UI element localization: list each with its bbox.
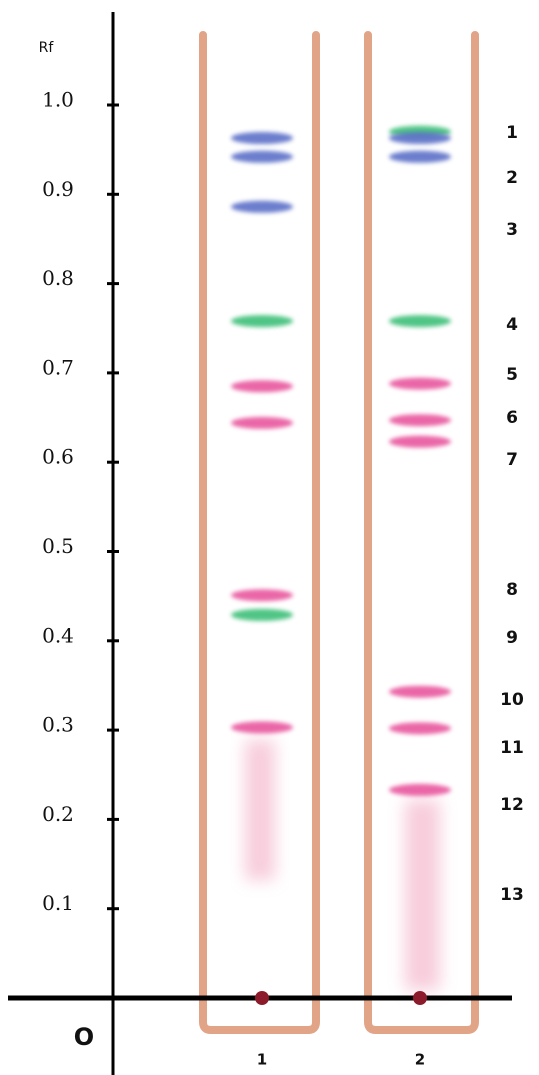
smear <box>245 740 275 880</box>
spot <box>231 150 293 163</box>
spot <box>389 783 451 796</box>
y-tick-label: 0.9 <box>42 177 74 201</box>
spot-label: 2 <box>506 168 518 188</box>
y-tick-label: 0.6 <box>42 445 74 469</box>
spot-label: 7 <box>506 450 518 470</box>
spot <box>389 685 451 698</box>
spot <box>231 721 293 734</box>
spot <box>389 435 451 448</box>
y-tick-label: 0.7 <box>42 355 74 379</box>
spot-label: 8 <box>506 580 518 600</box>
spot-label: 3 <box>506 220 518 240</box>
spot-label: 4 <box>506 315 518 335</box>
spot <box>231 416 293 429</box>
lane-label: 1 <box>257 1051 267 1069</box>
spot <box>231 315 293 328</box>
y-tick-label: 0.1 <box>42 891 74 915</box>
spot <box>389 722 451 735</box>
spot-label: 1 <box>506 123 518 143</box>
origin-spot <box>413 991 427 1005</box>
spot <box>389 377 451 390</box>
spot <box>389 150 451 163</box>
spot <box>389 414 451 427</box>
spot-label: 13 <box>500 885 524 905</box>
spot <box>389 132 451 145</box>
y-tick-label: 0.4 <box>42 623 74 647</box>
spot-label: 10 <box>500 690 524 710</box>
lane-tube <box>364 31 479 1034</box>
axis-label: Rf <box>39 40 55 56</box>
spot <box>389 315 451 328</box>
y-tick-label: 1.0 <box>42 88 74 112</box>
spot-label: 11 <box>500 738 524 758</box>
y-tick-label: 0.3 <box>42 713 74 737</box>
spot <box>231 200 293 213</box>
origin-spot <box>255 991 269 1005</box>
y-tick-label: 0.2 <box>42 802 74 826</box>
spot <box>231 132 293 145</box>
y-tick-label: 0.5 <box>42 534 74 558</box>
spot <box>231 380 293 393</box>
spot <box>231 608 293 621</box>
spot-label: 12 <box>500 795 524 815</box>
y-tick-label: 0.8 <box>42 266 74 290</box>
lane-tube <box>199 31 320 1034</box>
spot <box>231 589 293 602</box>
spot-label: 9 <box>506 628 518 648</box>
smear <box>405 800 440 990</box>
spot-label: 5 <box>506 365 518 385</box>
lane-label: 2 <box>415 1051 425 1069</box>
origin-label: O <box>74 1023 94 1051</box>
spot-label: 6 <box>506 408 518 428</box>
